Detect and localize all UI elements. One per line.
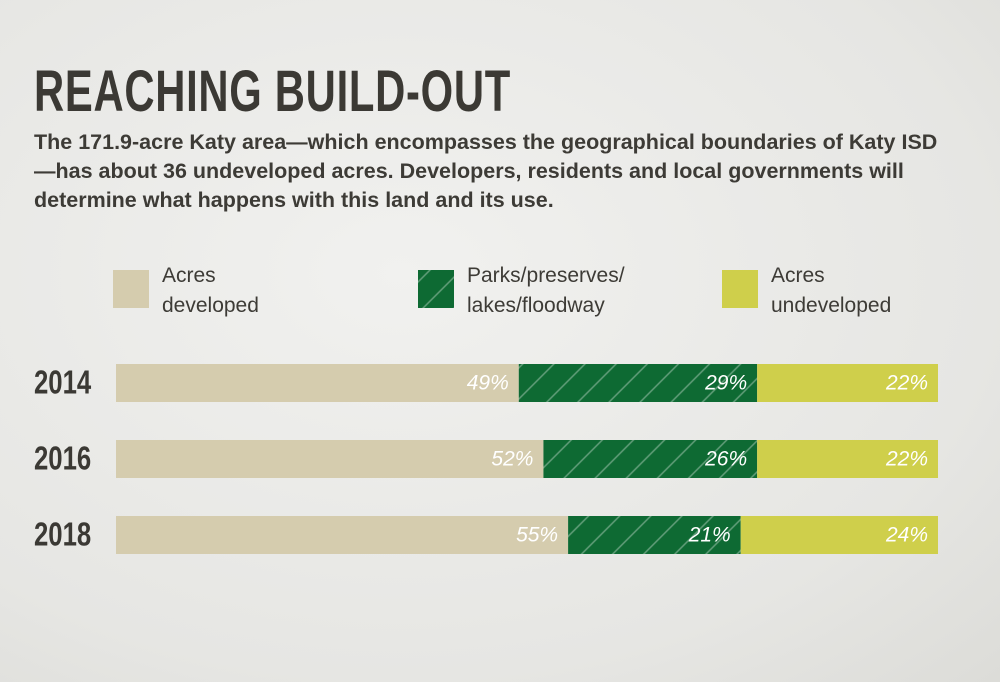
bar-segment: [757, 440, 938, 478]
legend-swatch: [113, 270, 149, 308]
bar-segment: [518, 364, 758, 402]
bar-segment: [757, 364, 938, 402]
value-label: 55%: [516, 524, 558, 547]
value-label: 26%: [704, 448, 747, 471]
value-label: 22%: [885, 448, 928, 471]
category-label: 2016: [34, 441, 91, 478]
legend-label: Acres undeveloped: [771, 264, 892, 317]
bar-segment: [740, 516, 938, 554]
value-label: 24%: [885, 524, 928, 547]
bar-segment: [116, 364, 519, 402]
chart-subtitle: The 171.9-acre Katy area—which encompass…: [34, 130, 938, 212]
bar-segment: [543, 440, 758, 478]
bar-segment: [116, 440, 544, 478]
value-label: 49%: [467, 372, 509, 395]
category-label: 2018: [34, 517, 91, 554]
bar-segment: [116, 516, 569, 554]
value-label: 22%: [885, 372, 928, 395]
legend-swatch: [722, 270, 758, 308]
value-label: 29%: [704, 372, 747, 395]
legend-label: Acres developed: [162, 264, 259, 317]
chart-title: REACHING BUILD-OUT: [34, 59, 511, 124]
bar-segment: [568, 516, 741, 554]
value-label: 21%: [688, 524, 731, 547]
legend-swatch: [418, 270, 454, 308]
category-label: 2014: [34, 365, 92, 402]
legend-label: Parks/preserves/ lakes/floodway: [467, 264, 625, 317]
value-label: 52%: [491, 448, 533, 471]
